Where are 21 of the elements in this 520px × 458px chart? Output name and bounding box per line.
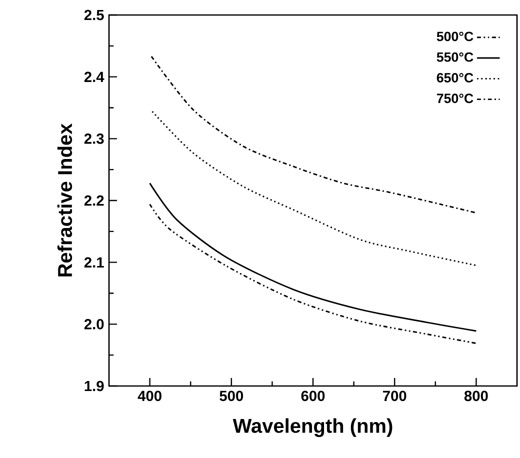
- y-tick-label: 2.0: [84, 318, 104, 330]
- legend-label: 750°C: [436, 94, 474, 104]
- line-series: [152, 110, 477, 266]
- legend-label: 550°C: [436, 52, 474, 62]
- y-tick-label: 2.4: [84, 72, 104, 82]
- x-tick-label: 700: [382, 390, 406, 402]
- x-tick-label: 600: [301, 390, 325, 402]
- x-tick-label: 500: [220, 390, 244, 402]
- line-series: [149, 182, 477, 332]
- legend-label: 500°C: [436, 32, 474, 42]
- y-tick-label: 1.9: [84, 380, 104, 392]
- line-series: [149, 203, 477, 344]
- y-tick-label: 2.2: [84, 195, 104, 206]
- x-tick-label: 400: [138, 390, 162, 402]
- y-tick-label: 2.5: [84, 10, 104, 20]
- x-axis-title: Wavelength (nm): [232, 418, 392, 437]
- legend-label: 650°C: [436, 73, 474, 82]
- y-tick-label: 2.1: [84, 257, 104, 268]
- x-tick-label: 800: [464, 390, 488, 402]
- y-axis-title: Refractive Index: [57, 123, 72, 276]
- y-tick-label: 2.3: [84, 133, 104, 144]
